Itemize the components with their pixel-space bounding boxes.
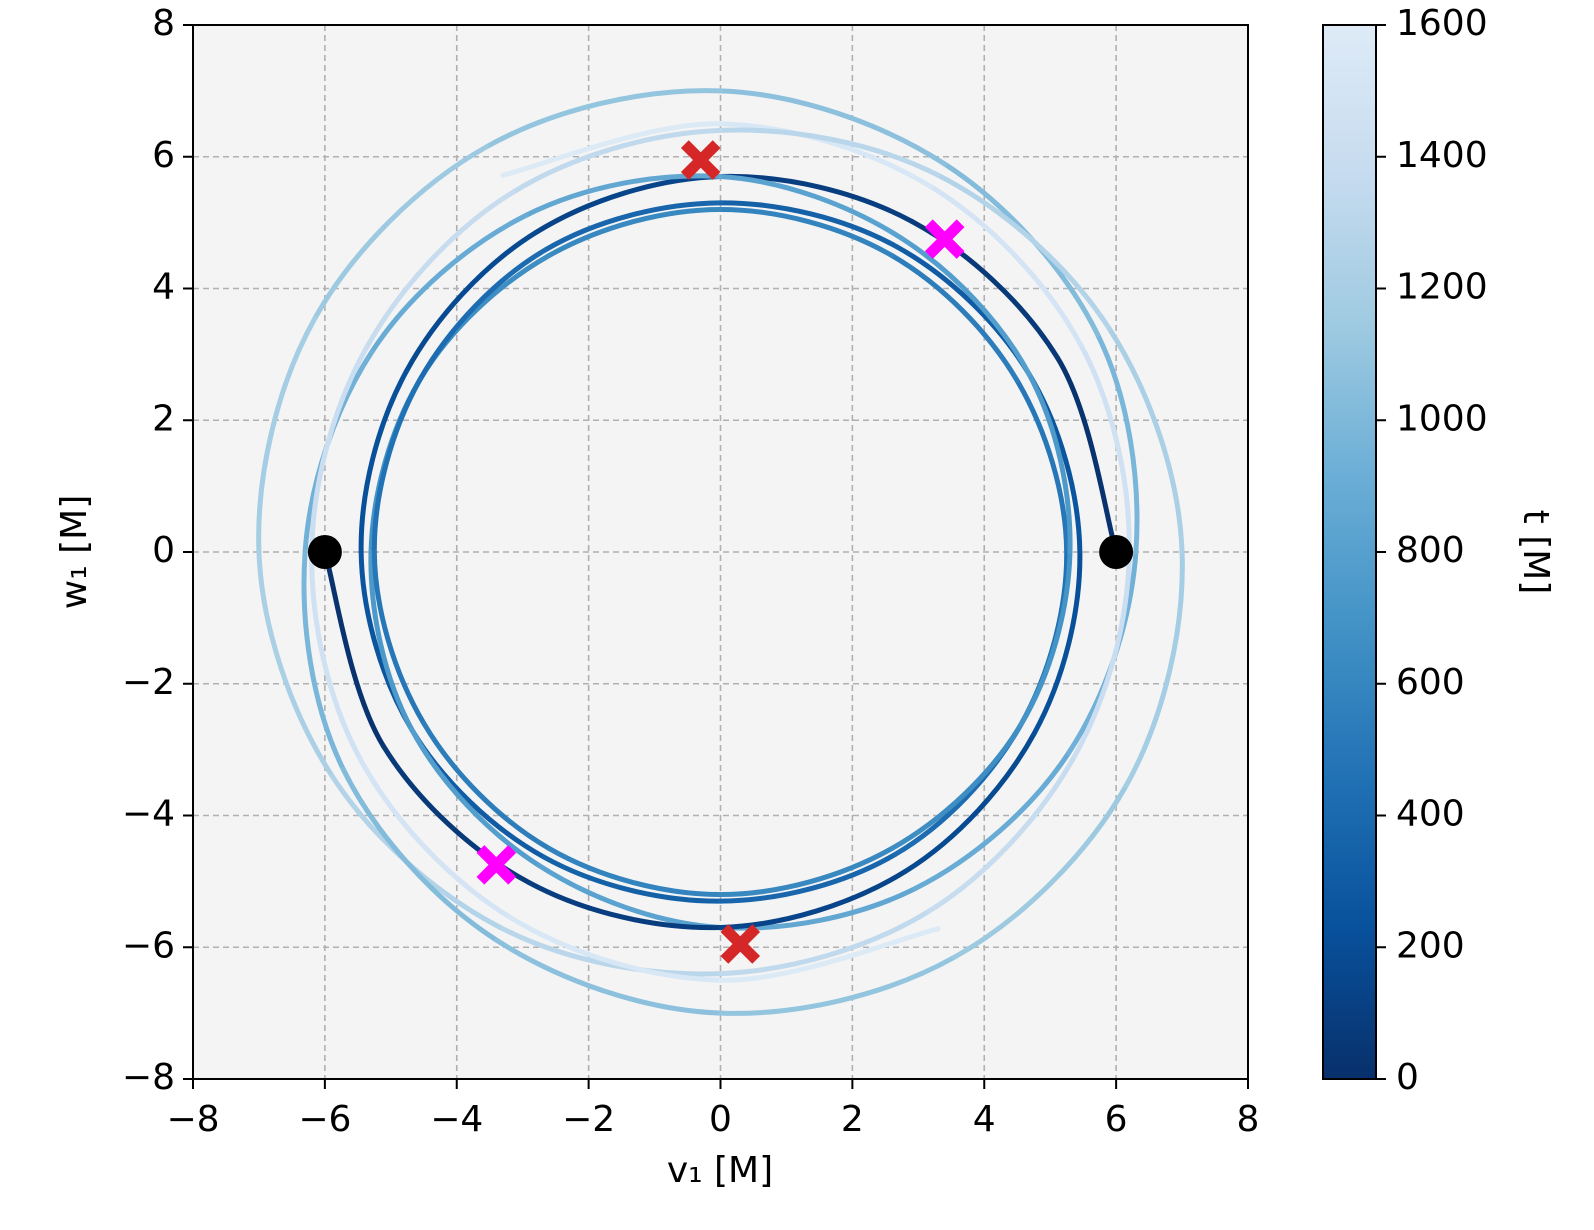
trajectory-segment — [718, 206, 895, 259]
trajectory-segment — [1026, 371, 1073, 555]
y-axis-label: w₁ [M] — [54, 495, 95, 609]
trajectory-segment — [409, 727, 542, 869]
trajectory-segment — [718, 174, 905, 241]
trajectory-segment — [256, 315, 318, 555]
colorbar-label: t [M] — [1515, 510, 1556, 595]
colorbar-tick-label: 800 — [1396, 530, 1465, 571]
trajectory-segment — [483, 88, 723, 150]
trajectory-segment — [546, 845, 723, 898]
trajectory-segment — [357, 757, 512, 920]
trajectory-segment — [718, 926, 941, 983]
marker-x — [476, 845, 517, 885]
colorbar-tick-label: 600 — [1396, 662, 1465, 703]
marker-x — [680, 140, 721, 180]
y-tick-label: 0 — [152, 530, 175, 571]
trajectory-segment — [718, 121, 934, 190]
trajectory-segment — [718, 909, 931, 977]
trajectory-segment — [889, 722, 1024, 851]
trajectory-segment — [371, 549, 427, 726]
trajectory-segment — [368, 549, 415, 733]
trajectory-segment — [493, 937, 723, 1016]
trajectory-segment — [718, 954, 958, 1016]
y-tick-label: 2 — [152, 398, 175, 439]
marker-circle — [307, 535, 342, 569]
trajectory-segment — [889, 253, 1020, 384]
trajectory-segment — [363, 189, 516, 351]
trajectory-segment — [1078, 341, 1132, 555]
trajectory-segment — [358, 368, 410, 555]
trajectory-segment — [523, 173, 723, 218]
x-tick-label: −6 — [298, 1099, 351, 1140]
trajectory-segment — [543, 200, 723, 253]
trajectory-segment — [718, 88, 948, 167]
trajectory-segment — [1031, 549, 1083, 736]
y-tick-label: 4 — [152, 267, 175, 308]
x-tick-label: 4 — [973, 1099, 996, 1140]
colorbar-tick-label: 0 — [1396, 1057, 1419, 1098]
trajectory-segment — [500, 121, 723, 178]
trajectory-segment — [541, 854, 723, 904]
x-tick-label: −2 — [562, 1099, 615, 1140]
marker-x — [924, 219, 965, 259]
trajectory-segment — [421, 720, 552, 851]
x-tick-label: 0 — [709, 1099, 732, 1140]
x-tick-label: −8 — [166, 1099, 219, 1140]
trajectory-segment — [912, 750, 1072, 892]
colorbar-tick-label: 1200 — [1396, 267, 1488, 308]
trajectory-segment — [952, 783, 1129, 960]
trajectory-segment — [510, 127, 723, 195]
marker-circle — [1099, 535, 1134, 569]
trajectory-segment — [256, 549, 335, 779]
colorbar-tick-label: 1600 — [1396, 3, 1488, 44]
trajectory-segment — [309, 345, 369, 555]
trajectory-segment — [301, 549, 346, 772]
trajectory-segment — [309, 549, 363, 763]
x-tick-label: 2 — [841, 1099, 864, 1140]
trajectory-segment — [404, 230, 539, 374]
trajectory-segment — [1072, 549, 1132, 759]
trajectory-segment — [1018, 549, 1073, 728]
trajectory-segment — [500, 926, 723, 977]
trajectory-segment — [1095, 332, 1140, 555]
trajectory-segment — [718, 851, 898, 904]
y-tick-label: 8 — [152, 3, 175, 44]
marker-x — [720, 924, 761, 964]
trajectory-segment — [929, 184, 1084, 347]
trajectory-segment — [718, 845, 895, 898]
x-tick-label: 6 — [1105, 1099, 1128, 1140]
y-tick-label: −8 — [122, 1057, 175, 1098]
x-tick-label: 8 — [1237, 1099, 1260, 1140]
trajectory-segment — [507, 914, 723, 983]
trajectory-segment — [526, 880, 723, 931]
trajectory-segment — [371, 376, 423, 555]
trajectory-segment — [1106, 325, 1185, 555]
trajectory-segment — [902, 730, 1037, 874]
trajectory-segment — [340, 766, 499, 943]
y-tick-label: 6 — [152, 135, 175, 176]
y-tick-label: −2 — [122, 662, 175, 703]
colorbar-tick-label: 1000 — [1396, 398, 1488, 439]
trajectory-segment — [1123, 549, 1185, 789]
trajectory-segment — [1014, 378, 1070, 555]
trajectory-segment — [417, 247, 549, 382]
trajectory-segment — [935, 172, 1112, 331]
trajectory-segment — [369, 212, 529, 354]
x-tick-label: −4 — [430, 1099, 483, 1140]
trajectory-segment — [718, 127, 941, 178]
trajectory-segment — [925, 753, 1078, 915]
trajectory-segment — [718, 200, 900, 250]
colorbar — [1322, 24, 1377, 1080]
colorbar-tick-label: 200 — [1396, 925, 1465, 966]
y-tick-label: −6 — [122, 925, 175, 966]
trajectory-segment — [718, 868, 908, 930]
trajectory-segment — [899, 235, 1032, 377]
y-tick-label: −4 — [122, 794, 175, 835]
colorbar-tick-label: 1400 — [1396, 135, 1488, 176]
trajectory-segment — [312, 144, 489, 321]
x-axis-label: v₁ [M] — [667, 1150, 773, 1191]
colorbar-tick-label: 400 — [1396, 794, 1465, 835]
trajectory-segment — [546, 206, 723, 259]
